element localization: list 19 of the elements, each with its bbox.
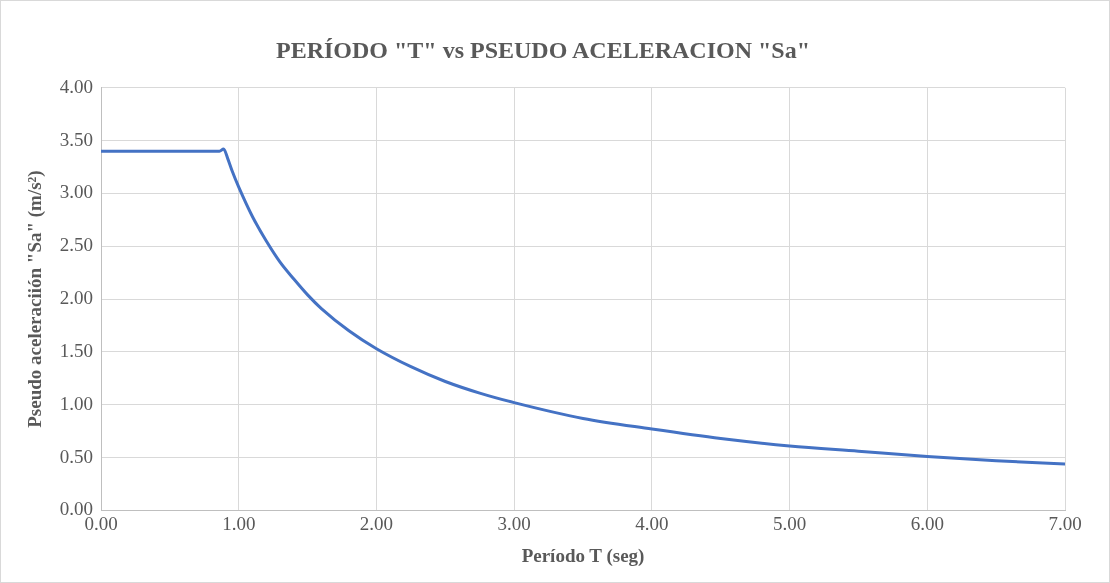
line-series xyxy=(101,147,1065,466)
y-tick-label: 2.00 xyxy=(59,287,94,309)
x-tick-label: 2.00 xyxy=(359,512,394,534)
y-tick-label: 1.00 xyxy=(59,392,94,414)
y-tick-label: 3.50 xyxy=(59,128,94,150)
chart-title: PERÍODO "T" vs PSEUDO ACELERACION "Sa" xyxy=(275,36,811,63)
x-tick-label: 7.00 xyxy=(1048,512,1082,534)
y-tick-label: 4.00 xyxy=(59,75,94,97)
x-tick-label: 1.00 xyxy=(222,512,256,534)
x-tick-label: 3.00 xyxy=(497,512,531,534)
x-tick-label: 4.00 xyxy=(635,512,669,534)
y-tick-label: 2.50 xyxy=(59,234,94,256)
y-tick-label: 3.00 xyxy=(59,181,94,203)
y-axis-title: Pseudo aceleraciión "Sa" (m/s²) xyxy=(24,170,47,428)
x-tick-label: 6.00 xyxy=(910,512,944,534)
x-axis-title: Período T (seg) xyxy=(521,544,645,567)
x-tick-label: 5.00 xyxy=(772,512,807,534)
y-tick-label: 1.50 xyxy=(59,339,94,361)
y-tick-label: 0.50 xyxy=(59,445,94,467)
